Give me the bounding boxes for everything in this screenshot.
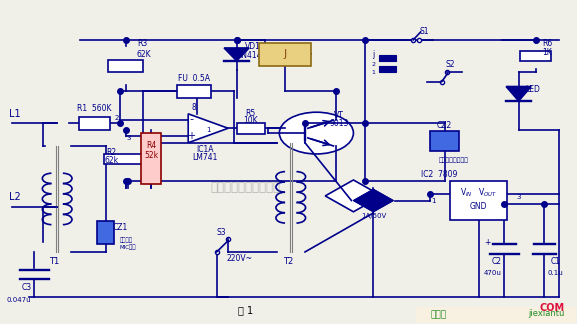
Bar — [430, 132, 459, 151]
Text: 1: 1 — [372, 70, 375, 75]
Text: 1: 1 — [431, 198, 436, 203]
Text: CZ1: CZ1 — [112, 223, 128, 232]
Bar — [97, 221, 114, 244]
Text: 9013: 9013 — [329, 119, 349, 128]
Text: 电源输出至录音机: 电源输出至录音机 — [439, 157, 469, 163]
Text: 0.1u: 0.1u — [548, 270, 564, 276]
Text: S3: S3 — [216, 228, 226, 237]
Polygon shape — [506, 87, 531, 101]
Text: -: - — [189, 114, 193, 124]
Polygon shape — [354, 201, 394, 212]
Polygon shape — [373, 189, 394, 212]
Bar — [237, 123, 265, 134]
Text: R4: R4 — [146, 142, 156, 150]
Text: jiexiantu: jiexiantu — [528, 309, 564, 318]
Polygon shape — [224, 48, 249, 61]
Text: CZ2: CZ2 — [437, 121, 452, 130]
Text: S1: S1 — [420, 28, 429, 36]
Bar — [78, 117, 110, 130]
Text: C3: C3 — [21, 283, 32, 292]
Text: L1: L1 — [9, 109, 20, 119]
Bar — [416, 307, 576, 323]
Bar — [141, 133, 162, 184]
Text: VD1: VD1 — [245, 42, 261, 51]
Text: L2: L2 — [9, 192, 20, 202]
Text: 0.047u: 0.047u — [7, 297, 32, 303]
Text: 470u: 470u — [484, 270, 501, 276]
Text: COM: COM — [539, 303, 564, 313]
Text: C1: C1 — [550, 257, 561, 266]
Bar — [325, 180, 381, 212]
Text: VT: VT — [334, 111, 344, 120]
Text: 8: 8 — [192, 103, 196, 112]
Text: 52k: 52k — [144, 151, 158, 160]
Text: IC2  7809: IC2 7809 — [421, 170, 457, 179]
Text: 1K: 1K — [542, 48, 552, 57]
Bar — [379, 55, 396, 61]
Text: 1: 1 — [206, 127, 211, 133]
Text: 3: 3 — [516, 194, 521, 200]
Bar — [520, 51, 552, 61]
Text: C2: C2 — [492, 257, 501, 266]
Bar — [104, 154, 147, 164]
Text: 1A/50V: 1A/50V — [361, 213, 386, 219]
Text: T2: T2 — [283, 257, 293, 266]
Text: +: + — [187, 131, 195, 141]
Text: R1  560K: R1 560K — [77, 105, 111, 113]
Text: 62k: 62k — [104, 156, 118, 165]
Text: IC1A: IC1A — [197, 145, 214, 154]
Text: 杭州将睿科技有限公司: 杭州将睿科技有限公司 — [210, 181, 280, 194]
Text: 图 1: 图 1 — [238, 305, 253, 315]
Text: 接线图: 接线图 — [430, 310, 447, 319]
Text: 220V~: 220V~ — [227, 254, 253, 263]
Text: T1: T1 — [49, 257, 59, 266]
Text: FU  0.5A: FU 0.5A — [178, 74, 210, 83]
Text: S2: S2 — [445, 60, 455, 69]
Text: +: + — [484, 238, 490, 247]
Text: R5: R5 — [246, 109, 256, 118]
Text: 3: 3 — [126, 135, 130, 141]
Text: R6: R6 — [542, 39, 552, 48]
Text: 至录音机
MIC输入: 至录音机 MIC输入 — [120, 238, 136, 250]
Polygon shape — [354, 189, 394, 201]
Bar — [177, 85, 211, 98]
Text: R2: R2 — [106, 148, 117, 157]
Text: LM741: LM741 — [193, 153, 218, 162]
Text: 62K: 62K — [137, 50, 152, 59]
Text: J: J — [283, 49, 287, 59]
Bar — [108, 60, 143, 72]
Polygon shape — [354, 189, 373, 212]
Text: R3: R3 — [137, 39, 147, 48]
Text: LED: LED — [526, 85, 540, 94]
Text: 2: 2 — [115, 115, 119, 121]
Text: 10K: 10K — [243, 116, 258, 125]
Text: V$_{IN}$   V$_{OUT}$: V$_{IN}$ V$_{OUT}$ — [460, 186, 497, 199]
Text: 2: 2 — [372, 62, 376, 66]
Circle shape — [279, 112, 354, 154]
Polygon shape — [188, 114, 228, 143]
Text: IN4148: IN4148 — [239, 52, 266, 61]
Bar — [450, 181, 507, 220]
FancyBboxPatch shape — [260, 43, 310, 66]
Text: GND: GND — [470, 202, 488, 212]
Bar — [379, 66, 396, 72]
Text: j: j — [372, 50, 374, 59]
